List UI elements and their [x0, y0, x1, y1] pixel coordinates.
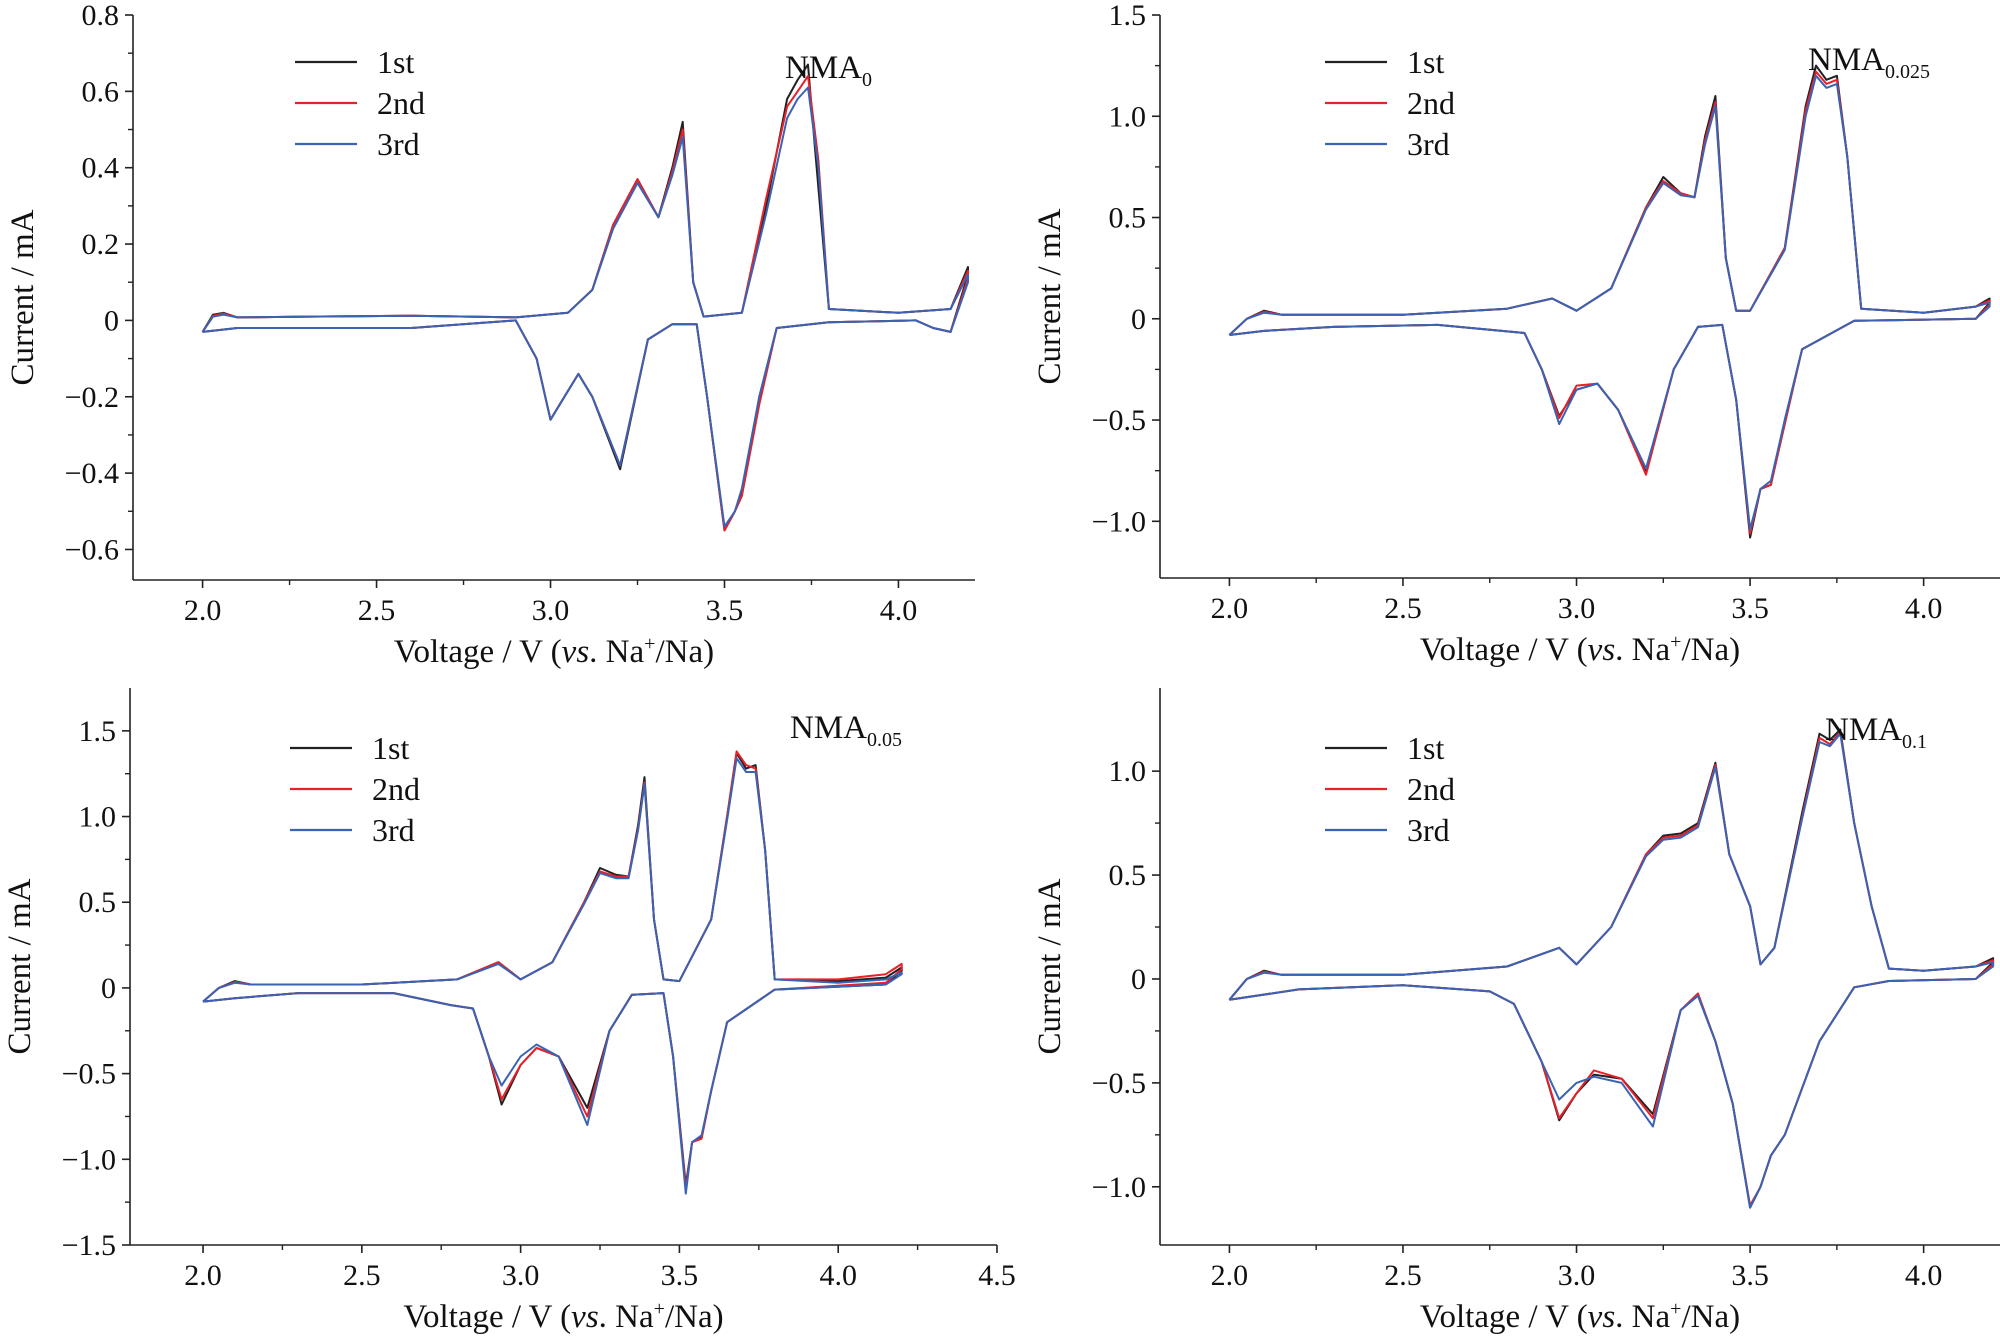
x-tick-label: 4.0 [1905, 1259, 1943, 1292]
y-tick-label: 1.5 [79, 715, 117, 748]
axes: 2.0 2.5 3.0 3.5 4.0 4.5 1.5 1.0 0.5 0 −0.5 −1.0 −1.5… [2, 688, 1016, 1335]
x-tick-label: 3.5 [706, 594, 744, 627]
x-tick-label: 4.5 [978, 1259, 1016, 1292]
x-tick-label: 3.0 [532, 594, 570, 627]
series-line-3rd [1228, 74, 1991, 531]
panel-label: NMA0.1 [1825, 712, 1927, 753]
y-tick-label: −0.5 [62, 1058, 116, 1091]
x-axis-title: Voltage / V (vs. Na+/Na) [403, 1298, 723, 1335]
series-curves [1228, 728, 1995, 1209]
legend-label-3rd: 3rd [1407, 812, 1450, 848]
y-tick-label: 0.4 [82, 152, 120, 185]
y-tick-label: 1.0 [79, 801, 117, 834]
x-tick-label: 3.0 [1558, 1259, 1596, 1292]
y-tick-label: −1.0 [1092, 505, 1146, 538]
legend-label-1st: 1st [1407, 730, 1444, 766]
y-tick-label: 1.0 [1109, 755, 1147, 788]
x-tick-label: 3.0 [1558, 592, 1596, 625]
y-tick-label: 0.6 [82, 75, 120, 108]
panel-label: NMA0.05 [790, 710, 902, 751]
y-tick-label: 0 [1131, 303, 1146, 336]
x-tick-label: 4.0 [819, 1259, 857, 1292]
axes: 2.0 2.5 3.0 3.5 4.0 1.0 0.5 0 −0.5 −1.0 Voltage / … [1032, 688, 2000, 1335]
legend-label-1st: 1st [377, 44, 414, 80]
y-tick-label: −1.5 [62, 1229, 116, 1262]
series-curves [202, 750, 903, 1195]
legend: 1st 2nd 3rd [290, 730, 420, 848]
y-axis-title: Current / mA [1032, 208, 1068, 384]
x-axis-title: Voltage / V (vs. Na+/Na) [1420, 631, 1740, 668]
x-tick-label: 3.5 [661, 1259, 699, 1292]
x-tick-label: 4.0 [1905, 592, 1943, 625]
series-line-2nd [1228, 70, 1991, 535]
series-line-2nd [1228, 730, 1995, 1207]
y-tick-label: −0.4 [65, 457, 119, 490]
panel-nma0025: 2.0 2.5 3.0 3.5 4.0 1.5 1.0 0.5 0 −0.5 −1.0 Voltage… [1032, 0, 2000, 668]
x-tick-label: 2.0 [184, 594, 222, 627]
y-axis-title: Current / mA [2, 878, 38, 1054]
y-tick-label: 0 [104, 304, 119, 337]
y-tick-label: 0 [101, 972, 116, 1005]
legend-label-1st: 1st [372, 730, 409, 766]
legend-label-3rd: 3rd [1407, 126, 1450, 162]
x-tick-label: 2.5 [343, 1259, 381, 1292]
y-tick-label: 1.5 [1109, 0, 1147, 32]
legend-label-2nd: 2nd [1407, 85, 1455, 121]
legend: 1st 2nd 3rd [1325, 44, 1455, 162]
legend-label-2nd: 2nd [1407, 771, 1455, 807]
axes: 2.0 2.5 3.0 3.5 4.0 1.5 1.0 0.5 0 −0.5 −1.0 Voltage… [1032, 0, 2000, 668]
y-tick-label: −1.0 [62, 1143, 116, 1176]
x-tick-label: 2.0 [1211, 1259, 1249, 1292]
x-tick-label: 3.5 [1731, 592, 1769, 625]
legend: 1st 2nd 3rd [295, 44, 425, 162]
y-tick-label: −0.5 [1092, 1067, 1146, 1100]
legend-label-2nd: 2nd [377, 85, 425, 121]
y-tick-label: 0.8 [82, 0, 120, 32]
y-tick-label: 0 [1131, 963, 1146, 996]
x-tick-label: 3.5 [1731, 1259, 1769, 1292]
axes: 2.0 2.5 3.0 3.5 4.0 0.8 0.6 0.4 0.2 0 −0.2 −0.4 −0.6… [5, 0, 975, 670]
legend-label-1st: 1st [1407, 44, 1444, 80]
y-tick-label: 0.2 [82, 228, 120, 261]
series-line-2nd [202, 750, 903, 1190]
panel-label: NMA0.025 [1808, 42, 1930, 83]
x-axis-title: Voltage / V (vs. Na+/Na) [1420, 1298, 1740, 1335]
legend-label-3rd: 3rd [372, 812, 415, 848]
series-curves [201, 63, 969, 532]
series-line-3rd [202, 757, 903, 1195]
y-tick-label: −0.2 [65, 381, 119, 414]
legend: 1st 2nd 3rd [1325, 730, 1455, 848]
series-line-1st [202, 752, 903, 1186]
panel-label: NMA0 [785, 50, 872, 91]
y-tick-label: −0.6 [65, 533, 119, 566]
x-axis-title: Voltage / V (vs. Na+/Na) [394, 633, 714, 670]
panel-nma01: 2.0 2.5 3.0 3.5 4.0 1.0 0.5 0 −0.5 −1.0 Voltage / … [1032, 688, 2000, 1335]
y-axis-title: Current / mA [1032, 878, 1068, 1054]
x-tick-label: 2.5 [358, 594, 396, 627]
y-tick-label: 0.5 [1109, 859, 1147, 892]
y-axis-title: Current / mA [5, 209, 41, 385]
x-tick-label: 2.5 [1384, 592, 1422, 625]
series-line-1st [1228, 64, 1991, 539]
y-tick-label: −1.0 [1092, 1171, 1146, 1204]
y-tick-label: 1.0 [1109, 100, 1147, 133]
series-line-1st [1228, 728, 1995, 1209]
panel-nma0: 2.0 2.5 3.0 3.5 4.0 0.8 0.6 0.4 0.2 0 −0.2 −0.4 −0.6… [5, 0, 975, 670]
y-tick-label: 0.5 [1109, 202, 1147, 235]
panel-nma005: 2.0 2.5 3.0 3.5 4.0 4.5 1.5 1.0 0.5 0 −0.5 −1.0 −1.5… [2, 688, 1016, 1335]
legend-label-3rd: 3rd [377, 126, 420, 162]
legend-label-2nd: 2nd [372, 771, 420, 807]
x-tick-label: 4.0 [880, 594, 918, 627]
x-tick-label: 2.0 [184, 1259, 222, 1292]
x-tick-label: 2.0 [1211, 592, 1249, 625]
series-line-3rd [201, 86, 969, 528]
series-curves [1228, 64, 1991, 539]
y-tick-label: 0.5 [79, 886, 117, 919]
x-tick-label: 2.5 [1384, 1259, 1422, 1292]
y-tick-label: −0.5 [1092, 404, 1146, 437]
series-line-3rd [1228, 732, 1995, 1209]
x-tick-label: 3.0 [502, 1259, 540, 1292]
